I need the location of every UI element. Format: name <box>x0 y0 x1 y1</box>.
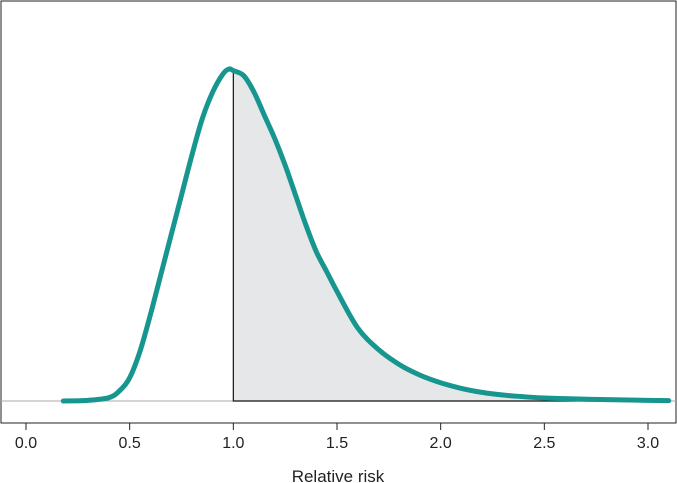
shaded-region <box>232 69 670 402</box>
x-tick-label: 2.0 <box>430 435 452 452</box>
x-tick-label: 1.5 <box>326 435 348 452</box>
x-tick-label: 3.0 <box>637 435 659 452</box>
density-curve <box>60 66 672 404</box>
x-tick-label: 2.5 <box>533 435 555 452</box>
plot-frame <box>0 0 677 424</box>
x-tick-label: 1.0 <box>222 435 244 452</box>
x-tick-label: 0.5 <box>119 435 141 452</box>
x-tick-label: 0.0 <box>15 435 37 452</box>
x-axis-label: Relative risk <box>292 467 385 483</box>
